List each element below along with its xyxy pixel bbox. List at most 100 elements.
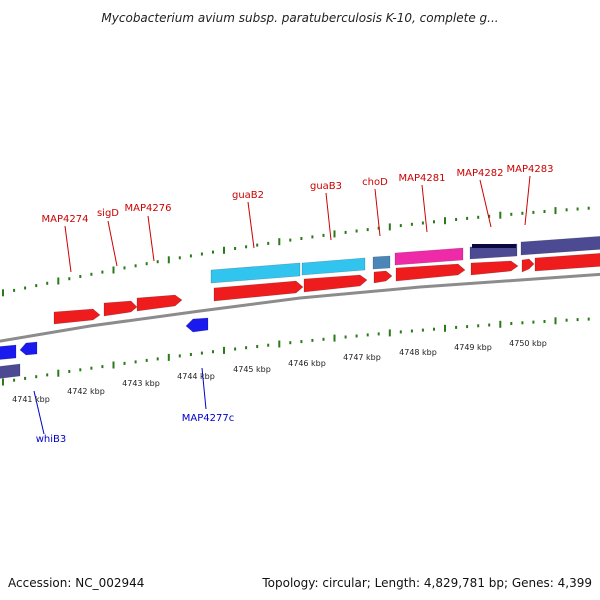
upper-ruler-minor-tick	[68, 277, 71, 281]
gene-label-map4274[interactable]: MAP4274	[42, 214, 89, 225]
map4283-cds-arrow[interactable]	[534, 253, 600, 272]
lower-ruler-minor-tick	[156, 357, 159, 361]
chod-feature-bar[interactable]	[372, 255, 391, 270]
upper-ruler-minor-tick	[433, 220, 435, 224]
axis-label-4750: 4750 kbp	[509, 339, 547, 348]
lower-ruler-minor-tick	[267, 343, 270, 347]
lower-ruler-major-tick	[554, 317, 557, 325]
lower-ruler-minor-tick	[466, 325, 469, 329]
upper-ruler-major-tick	[112, 266, 115, 274]
lower-ruler-minor-tick	[455, 325, 458, 329]
lower-ruler-minor-tick	[35, 375, 38, 379]
upper-ruler-major-tick	[223, 246, 225, 254]
map-title: Mycobacterium avium subsp. paratuberculo…	[101, 11, 499, 25]
lower-ruler-minor-tick	[433, 327, 435, 331]
gene-label-whib3[interactable]: whiB3	[36, 434, 67, 445]
left-reverse-cds-arrow[interactable]	[0, 344, 17, 360]
gene-label-chod[interactable]: choD	[362, 177, 388, 188]
lower-ruler-major-tick	[499, 320, 502, 328]
upper-ruler-major-tick	[2, 289, 4, 297]
lower-ruler-minor-tick	[68, 370, 71, 373]
lower-ruler-minor-tick	[145, 358, 148, 362]
gene-label-guab3[interactable]: guaB3	[310, 181, 342, 192]
lower-ruler-minor-tick	[344, 335, 347, 339]
gene-label-map4282[interactable]: MAP4282	[457, 168, 504, 179]
sigd-cds-arrow[interactable]	[103, 300, 138, 317]
lower-ruler-minor-tick	[366, 333, 369, 337]
axis-label-4749: 4749 kbp	[454, 343, 492, 352]
upper-ruler-minor-tick	[35, 284, 38, 288]
gene-label-guab2[interactable]: guaB2	[232, 190, 264, 201]
upper-ruler-major-tick	[388, 223, 391, 231]
upper-ruler-minor-tick	[300, 237, 303, 240]
lower-ruler-minor-tick	[300, 340, 303, 344]
lower-ruler-minor-tick	[576, 318, 579, 322]
upper-ruler-minor-tick	[521, 211, 524, 215]
upper-ruler-minor-tick	[256, 243, 259, 247]
upper-ruler-minor-tick	[565, 208, 568, 212]
map4282-cds-arrow[interactable]	[470, 260, 519, 276]
lower-ruler-major-tick	[388, 329, 391, 337]
lower-ruler-minor-tick	[532, 320, 535, 324]
map4274-cds-arrow[interactable]	[53, 308, 101, 325]
upper-ruler-minor-tick	[399, 224, 402, 228]
gene-label-map4283[interactable]: MAP4283	[507, 164, 554, 175]
map4283-feature-bar[interactable]	[520, 236, 600, 256]
lower-leader-lines	[33, 367, 207, 435]
axis-label-4744: 4744 kbp	[177, 372, 215, 381]
lower-ruler-minor-tick	[256, 345, 259, 348]
upper-ruler-minor-tick	[189, 254, 192, 258]
forward-cds-track	[53, 253, 600, 325]
small-cds-arrow[interactable]	[521, 258, 535, 273]
map4276-cds-arrow[interactable]	[136, 294, 183, 312]
guab3-feature-bar[interactable]	[301, 257, 366, 276]
upper-ruler-minor-tick	[421, 221, 424, 225]
lower-ruler-minor-tick	[587, 317, 590, 321]
guab2-cds-arrow[interactable]	[213, 280, 304, 302]
lower-ruler-major-tick	[278, 340, 281, 348]
upper-ruler-minor-tick	[344, 230, 347, 234]
upper-ruler-minor-tick	[24, 286, 27, 290]
gene-label-map4277c[interactable]: MAP4277c	[182, 413, 234, 424]
upper-ruler-minor-tick	[13, 288, 16, 292]
lower-ruler-major-tick	[223, 346, 225, 354]
upper-ruler-minor-tick	[543, 210, 546, 213]
map4277c-cds-arrow[interactable]	[185, 317, 209, 333]
upper-ruler-minor-tick	[79, 275, 82, 278]
upper-ruler-minor-tick	[46, 281, 49, 285]
lower-ruler-minor-tick	[510, 322, 513, 325]
chod-cds-arrow[interactable]	[373, 270, 393, 284]
lower-ruler-minor-tick	[543, 320, 546, 323]
lower-ruler-minor-tick	[421, 328, 424, 332]
upper-ruler-minor-tick	[587, 206, 590, 210]
upper-ruler-minor-tick	[178, 256, 181, 260]
upper-ruler-major-tick	[278, 238, 281, 246]
axis-label-4743: 4743 kbp	[122, 379, 160, 388]
gene-label-map4276[interactable]: MAP4276	[125, 203, 172, 214]
upper-ruler-major-tick	[333, 230, 336, 238]
upper-leader-lines	[64, 175, 531, 273]
upper-ruler-major-tick	[444, 217, 446, 225]
upper-tick-ruler	[2, 206, 590, 297]
whib3-cds-arrow[interactable]	[19, 341, 38, 356]
upper-ruler-major-tick	[499, 211, 502, 219]
lower-ruler-minor-tick	[322, 337, 325, 341]
lower-ruler-minor-tick	[212, 350, 214, 354]
map4281-feature-bar[interactable]	[394, 247, 464, 266]
upper-ruler-minor-tick	[311, 235, 314, 239]
guab2-feature-bar[interactable]	[210, 262, 301, 284]
map4281-cds-arrow[interactable]	[395, 263, 466, 282]
lower-ruler-major-tick	[112, 361, 115, 369]
lower-ruler-minor-tick	[13, 378, 16, 382]
upper-ruler-minor-tick	[466, 216, 469, 220]
upper-ruler-minor-tick	[410, 222, 413, 226]
gene-label-sigd[interactable]: sigD	[97, 208, 119, 219]
left-edge-feature-bar[interactable]	[0, 363, 21, 379]
lower-ruler-major-tick	[333, 334, 336, 342]
guab3-cds-arrow[interactable]	[303, 274, 368, 293]
lower-ruler-major-tick	[167, 353, 170, 361]
upper-ruler-minor-tick	[366, 228, 369, 232]
gene-label-map4281[interactable]: MAP4281	[399, 173, 446, 184]
upper-ruler-major-tick	[554, 207, 557, 215]
